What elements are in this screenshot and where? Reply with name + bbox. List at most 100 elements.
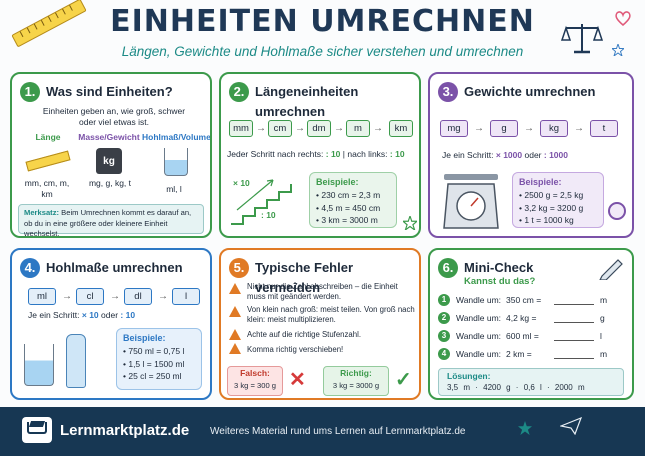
wrong-box: Falsch: 3 kg = 300 g	[227, 366, 283, 396]
error-item: Achte auf die richtige Stufenzahl.	[247, 330, 361, 339]
arrow-icon: →	[62, 291, 72, 302]
example-item: • 4,5 m = 450 cm	[316, 202, 381, 213]
warning-icon	[229, 329, 241, 340]
star-icon	[403, 216, 417, 230]
paper-plane-icon	[560, 417, 582, 435]
error-item: Von klein nach groß: meist teilen. Von g…	[247, 305, 415, 324]
unit-dm: dm	[307, 120, 331, 137]
card-title: Mini-Check	[464, 260, 534, 275]
measuring-jug-icon	[24, 344, 54, 386]
card-hohlmasse: 4. Hohlmaße umrechnen ml → cl → dl → l J…	[10, 248, 212, 400]
arrow-icon: →	[158, 291, 168, 302]
water-bottle-icon	[66, 334, 86, 388]
answer-blank[interactable]	[554, 358, 594, 359]
task-number: 4	[438, 348, 450, 360]
stair-down-label: : 10	[261, 210, 276, 220]
card-number: 6.	[438, 258, 458, 278]
arrow-icon: →	[295, 123, 305, 134]
task-number: 1	[438, 294, 450, 306]
unit-cm: cm	[268, 120, 292, 137]
arrow-icon: →	[574, 123, 584, 134]
header: EINHEITEN UMRECHNEN Längen, Gewichte und…	[0, 0, 645, 66]
solutions-box: Lösungen: 3,5 m · 4200 g · 0,6 l · 2000 …	[438, 368, 624, 396]
unit-m: m	[346, 120, 370, 137]
solutions-label: Lösungen:	[447, 371, 491, 381]
card-number: 5.	[229, 258, 249, 278]
card-title: Typische Fehler vermeiden	[255, 260, 354, 295]
example-item: • 750 ml = 0,75 l	[123, 346, 185, 356]
card-number: 3.	[438, 82, 458, 102]
card-typische-fehler: 5. Typische Fehler vermeiden Nicht nur d…	[219, 248, 421, 400]
answer-blank[interactable]	[554, 340, 594, 341]
footer-brand[interactable]: Lernmarktplatz.de	[60, 422, 190, 439]
examples-label: Beispiele:	[519, 177, 562, 187]
error-item: Nicht nur die Zahl abschreiben – die Ein…	[247, 282, 398, 301]
examples-label: Beispiele:	[123, 333, 166, 343]
unit-g: g	[490, 120, 518, 137]
arrow-icon: →	[334, 123, 344, 134]
solutions-text: 3,5 m · 4200 g · 0,6 l · 2000 m	[447, 383, 585, 392]
answer-blank[interactable]	[554, 322, 594, 323]
unit-mg: mg	[440, 120, 468, 137]
rule-line: Jeder Schritt nach rechts: : 10 | nach l…	[227, 149, 405, 159]
pencil-icon	[599, 259, 623, 280]
stairs-icon	[231, 179, 292, 225]
wrong-x-icon: ✕	[289, 369, 306, 391]
task-number: 2	[438, 312, 450, 324]
kitchen-scale-icon	[443, 174, 499, 229]
arrow-icon: →	[256, 123, 266, 134]
page-subtitle: Längen, Gewichte und Hohlmaße sicher ver…	[121, 44, 524, 59]
task-row: 3 Wandle um: 600 ml = l	[438, 330, 628, 344]
scale-icon	[560, 24, 604, 54]
footer-note: Weiteres Material rund ums Lernen auf Le…	[210, 426, 466, 437]
task-row: 4 Wandle um: 2 km = m	[438, 348, 628, 362]
unit-mm: mm	[229, 120, 253, 137]
card-title: Hohlmaße umrechnen	[46, 260, 183, 275]
heart-icon	[615, 11, 631, 26]
card-mini-check: 6. Mini-Check Kannst du das? 1 Wandle um…	[428, 248, 634, 400]
weight-label: kg	[103, 156, 115, 167]
examples-box: Beispiele: • 230 cm = 2,3 m • 4,5 m = 45…	[309, 172, 397, 228]
card-gewichte: 3. Gewichte umrechnen mg → g → kg → t Je…	[428, 72, 634, 238]
rule-right: Jeder Schritt nach rechts:	[227, 149, 324, 159]
unit-l: l	[172, 288, 200, 305]
warning-icon	[229, 343, 241, 354]
card-title: Gewichte umrechnen	[464, 84, 596, 99]
error-item: Komma richtig verschieben!	[247, 345, 344, 354]
col-masse: Masse/Gewicht	[76, 132, 142, 143]
task-number: 3	[438, 330, 450, 342]
col-laenge: Länge	[18, 132, 78, 143]
stair-up-label: × 10	[233, 178, 250, 188]
examples-box: Beispiele: • 2500 g = 2,5 kg • 3,2 kg = …	[512, 172, 604, 228]
mini-ruler-icon	[25, 150, 71, 172]
col-text: mm, cm, m, km	[24, 178, 70, 199]
example-item: • 3,2 kg = 3200 g	[519, 202, 584, 213]
unit-kg: kg	[540, 120, 568, 137]
card-was-sind-einheiten: 1. Was sind Einheiten? Einheiten geben a…	[10, 72, 212, 238]
measuring-cup-icon	[164, 148, 188, 176]
examples-label: Beispiele:	[316, 177, 359, 187]
example-item: • 1,5 l = 1500 ml	[123, 358, 185, 369]
task-row: 2 Wandle um: 4,2 kg = g	[438, 312, 628, 326]
col-text: ml, l	[166, 184, 182, 194]
unit-cl: cl	[76, 288, 104, 305]
example-item: • 3 km = 3000 m	[316, 215, 378, 225]
footer: Lernmarktplatz.de Weiteres Material rund…	[0, 407, 645, 456]
unit-t: t	[590, 120, 618, 137]
arrow-icon: →	[474, 123, 484, 134]
star-icon	[518, 421, 532, 435]
example-item: • 1 t = 1000 kg	[519, 215, 574, 225]
card-title: Längeneinheiten umrechnen	[255, 84, 359, 119]
star-icon	[612, 44, 624, 56]
weight-icon: kg	[96, 148, 122, 174]
rule-right-value: : 10	[325, 149, 341, 159]
merksatz-box: Merksatz: Beim Umrechnen kommt es darauf…	[18, 204, 204, 236]
answer-blank[interactable]	[554, 304, 594, 305]
rule-left: nach links:	[347, 149, 388, 159]
example-item: • 2500 g = 2,5 kg	[519, 190, 584, 200]
card-number: 4.	[20, 258, 40, 278]
unit-km: km	[389, 120, 413, 137]
right-box: Richtig: 3 kg = 3000 g	[323, 366, 389, 396]
rule-line: Je ein Schritt: × 1000 oder : 1000	[442, 150, 568, 160]
col-head: Länge	[35, 132, 61, 142]
